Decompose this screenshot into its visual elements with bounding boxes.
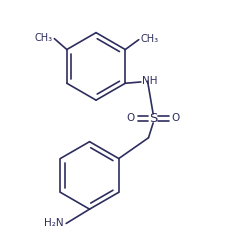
Text: H₂N: H₂N <box>44 218 64 228</box>
Text: S: S <box>149 112 157 125</box>
Text: O: O <box>127 113 135 123</box>
Text: CH₃: CH₃ <box>35 33 53 43</box>
Text: CH₃: CH₃ <box>140 34 158 44</box>
Text: NH: NH <box>142 76 158 86</box>
Text: O: O <box>171 113 180 123</box>
